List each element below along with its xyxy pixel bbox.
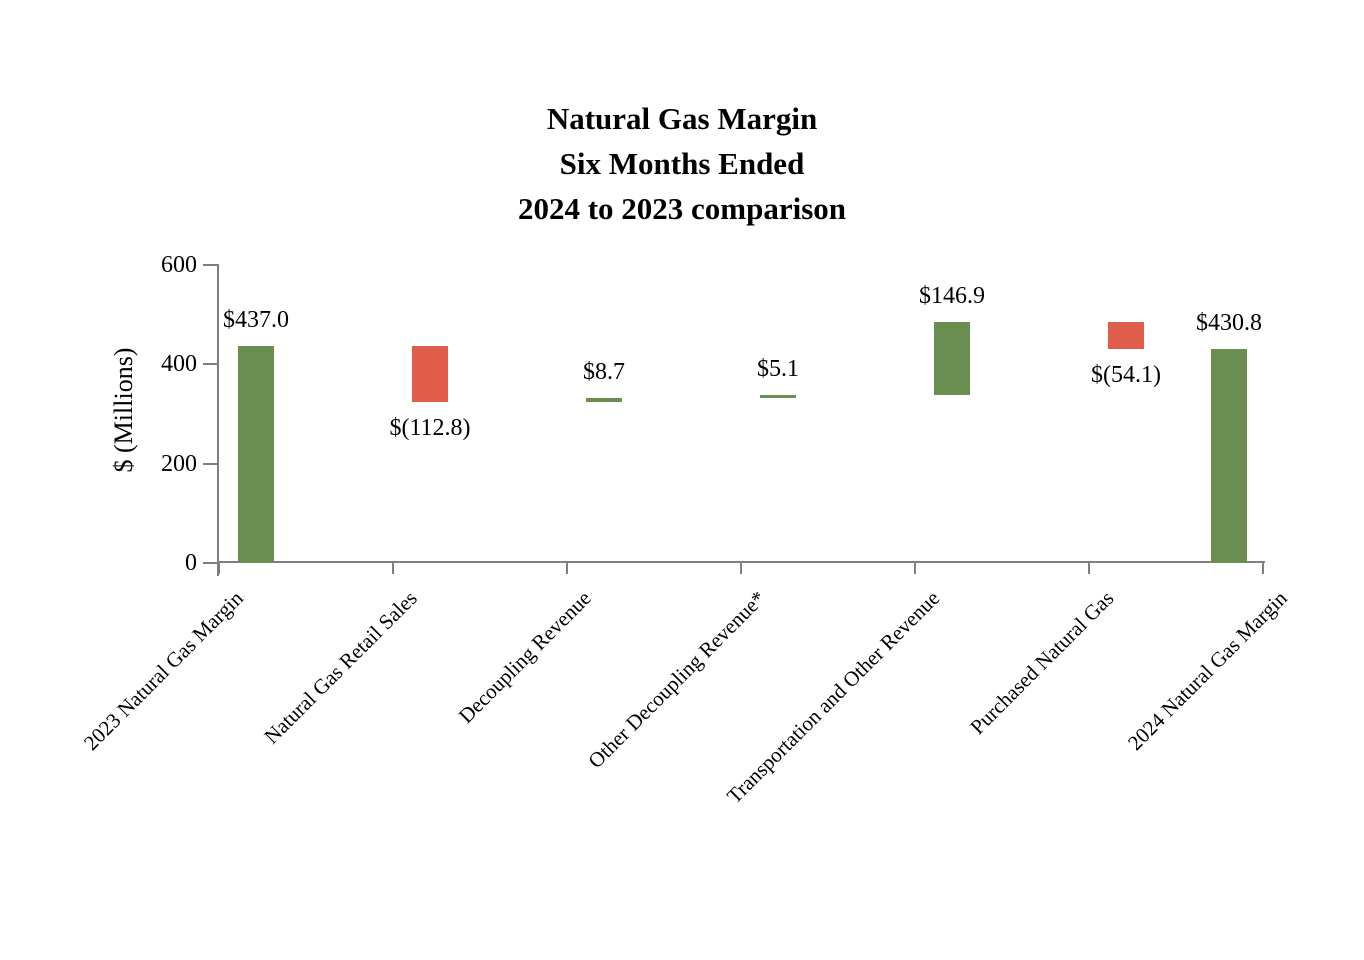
y-axis-tick <box>203 363 219 366</box>
x-axis-tick <box>914 563 916 574</box>
x-axis-tick <box>218 563 220 574</box>
bar-value-label: $146.9 <box>919 283 985 310</box>
x-axis-tick <box>566 563 568 574</box>
x-axis-category-label: Decoupling Revenue <box>454 586 596 728</box>
x-axis-tick <box>740 563 742 574</box>
chart-title-line: Six Months Ended <box>559 146 805 181</box>
x-axis-category-label: 2023 Natural Gas Margin <box>79 586 248 755</box>
waterfall-bar-decoupling-revenue <box>586 397 622 402</box>
waterfall-bar-2023-natural-gas-margin <box>238 345 274 563</box>
bar-value-label: $5.1 <box>757 356 799 383</box>
bar-value-label: $8.7 <box>583 358 625 385</box>
y-tick-label: 400 <box>161 351 197 378</box>
chart-title-line: Natural Gas Margin <box>546 101 818 136</box>
x-axis-tick <box>1262 563 1264 574</box>
waterfall-bar-2024-natural-gas-margin <box>1211 349 1247 563</box>
x-axis-category-label: Natural Gas Retail Sales <box>259 586 422 749</box>
bar-value-label: $(112.8) <box>389 414 471 441</box>
x-axis-line <box>217 561 1265 563</box>
waterfall-bar-purchased-natural-gas <box>1108 322 1144 350</box>
chart-title-line: 2024 to 2023 comparison <box>517 191 847 226</box>
y-axis-tick <box>203 462 219 465</box>
y-axis-tick <box>203 562 219 564</box>
x-axis-category-label: 2024 Natural Gas Margin <box>1123 586 1292 755</box>
y-tick-label: 200 <box>161 450 197 477</box>
chart-title: Natural Gas Margin Six Months Ended 2024 t… <box>0 96 1364 231</box>
waterfall-bar-other-decoupling-revenue- <box>760 395 796 398</box>
x-axis-category-label: Purchased Natural Gas <box>964 586 1118 740</box>
y-tick-label: 0 <box>185 550 197 576</box>
bar-value-label: $437.0 <box>223 306 289 333</box>
bar-value-label: $430.8 <box>1196 310 1262 337</box>
x-axis-category-label: Transportation and Other Revenue <box>721 586 944 809</box>
waterfall-bar-natural-gas-retail-sales <box>412 345 448 402</box>
bar-value-label: $(54.1) <box>1091 362 1161 389</box>
y-axis-line <box>217 265 219 576</box>
x-axis-tick <box>392 563 394 574</box>
y-tick-label: 600 <box>161 252 197 278</box>
y-axis-tick <box>203 264 219 266</box>
y-axis-label: $ (Millions) <box>109 347 138 473</box>
x-axis-category-label: Other Decoupling Revenue* <box>583 586 770 773</box>
x-axis-tick <box>1088 563 1090 574</box>
waterfall-bar-transportation-and-other-revenue <box>934 322 970 396</box>
